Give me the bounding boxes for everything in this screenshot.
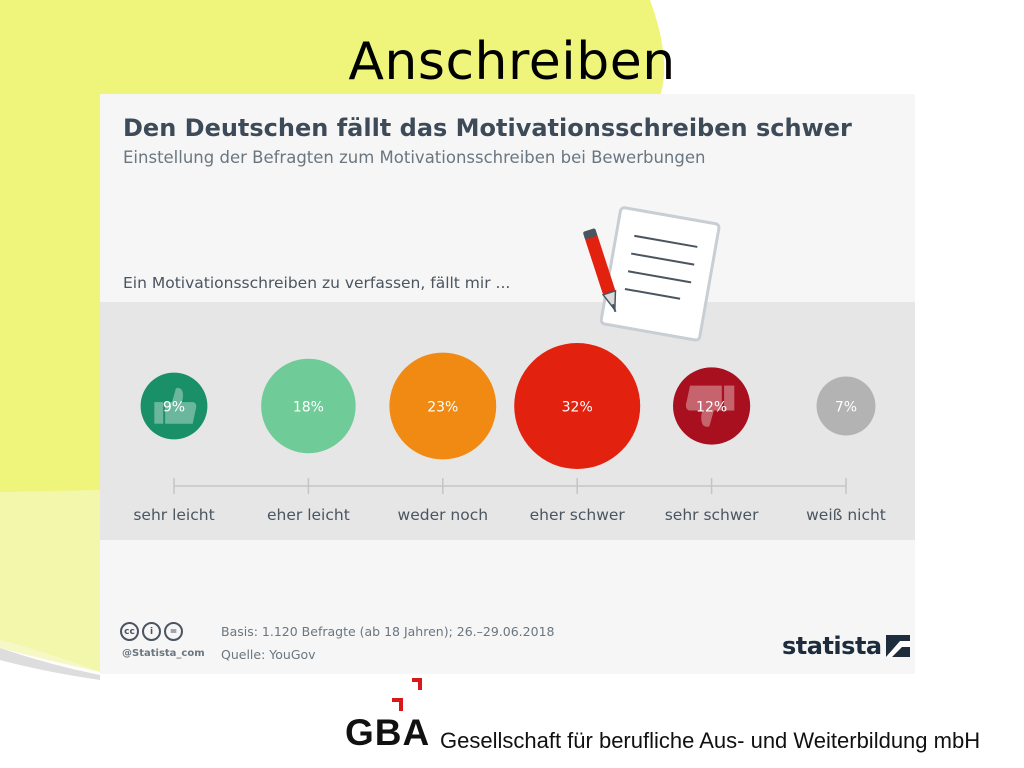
bubble-value-label: 9% <box>163 400 185 416</box>
footer-source: Quelle: YouGov <box>221 647 316 662</box>
bubble-2 <box>261 358 356 454</box>
bubble-value-label: 18% <box>293 400 324 416</box>
category-label: eher schwer <box>530 506 626 524</box>
thumbs-up-icon <box>154 388 197 424</box>
statista-mark-icon <box>885 635 910 657</box>
license-icons: cc i = <box>120 622 183 641</box>
no-derivatives-icon: = <box>164 622 183 641</box>
survey-question: Ein Motivationsschreiben zu verfassen, f… <box>123 274 511 292</box>
organization-name: Gesellschaft für berufliche Aus- und Wei… <box>440 728 981 753</box>
bubble-value-label: 7% <box>835 400 857 416</box>
infographic-card: Den Deutschen fällt das Motivationsschre… <box>100 94 915 674</box>
thumbs-down-icon <box>685 385 735 427</box>
bubble-1 <box>140 372 208 440</box>
category-label: weder noch <box>398 506 489 524</box>
bubble-6 <box>816 376 876 436</box>
bubble-value-label: 23% <box>427 400 458 416</box>
category-label: sehr schwer <box>665 506 759 524</box>
chart-title: Den Deutschen fällt das Motivationsschre… <box>123 114 852 142</box>
gba-logo-text: GBA <box>345 712 431 753</box>
category-label: sehr leicht <box>133 506 214 524</box>
bubble-5 <box>673 367 751 445</box>
bubble-4 <box>514 343 641 469</box>
category-label: eher leicht <box>267 506 350 524</box>
bubble-3 <box>389 352 497 460</box>
gba-logo-mark <box>392 678 422 711</box>
slide-title: Anschreiben <box>348 32 676 92</box>
bubble-value-label: 12% <box>696 400 727 416</box>
chart-subtitle: Einstellung der Befragten zum Motivation… <box>123 148 706 167</box>
category-label: weiß nicht <box>806 506 886 524</box>
statista-handle: @Statista_com <box>122 648 205 659</box>
bubble-value-label: 32% <box>562 400 593 416</box>
statista-logo: statista <box>782 632 910 660</box>
cc-icon: cc <box>120 622 139 641</box>
bubble-chart: 9% sehr leicht 18% eher leicht 23% weder noch… <box>133 343 886 524</box>
document-pen-icon <box>583 206 721 342</box>
attribution-icon: i <box>142 622 161 641</box>
chart-band <box>100 302 915 540</box>
statista-wordmark: statista <box>782 632 882 660</box>
footer-basis: Basis: 1.120 Befragte (ab 18 Jahren); 26… <box>221 624 555 639</box>
